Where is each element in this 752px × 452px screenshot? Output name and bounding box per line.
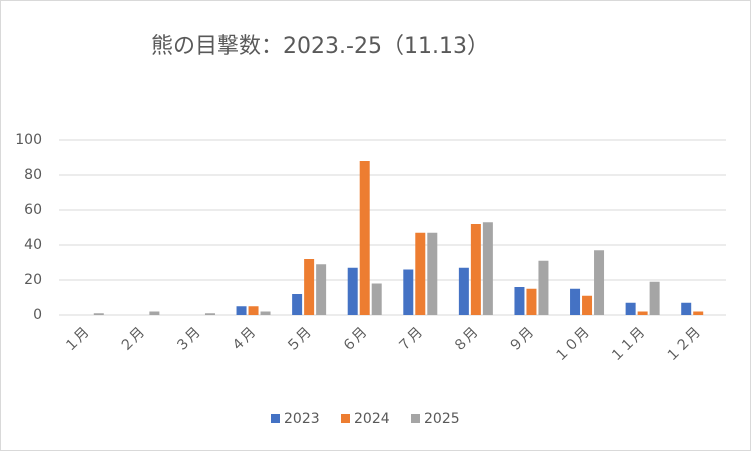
bar (149, 311, 160, 315)
bar (594, 250, 605, 315)
y-tick-label: 0 (33, 307, 42, 323)
bar (204, 313, 215, 315)
bar (93, 313, 104, 315)
bar (458, 267, 469, 315)
legend-label: 2024 (354, 411, 390, 427)
bar (482, 222, 493, 315)
bar (304, 259, 315, 315)
bar (371, 283, 382, 315)
bar (260, 311, 271, 315)
y-tick-label: 80 (24, 167, 42, 183)
bar (514, 287, 525, 315)
legend-swatch (271, 414, 280, 423)
bar (236, 306, 247, 315)
legend-label: 2023 (284, 411, 320, 427)
bar (681, 302, 692, 315)
bar (248, 306, 259, 315)
bar (649, 281, 660, 315)
y-tick-label: 60 (24, 202, 42, 218)
bar (427, 232, 438, 315)
bar (538, 260, 549, 315)
bar (292, 294, 303, 315)
bar (582, 295, 593, 315)
y-tick-label: 100 (15, 132, 42, 148)
legend-label: 2025 (424, 411, 460, 427)
y-tick-label: 20 (24, 272, 42, 288)
bar (625, 302, 636, 315)
bar (403, 269, 414, 315)
legend-swatch (411, 414, 420, 423)
bar (316, 264, 327, 315)
bar (570, 288, 581, 315)
bar (359, 161, 370, 315)
bar (526, 288, 537, 315)
bar (470, 224, 481, 315)
y-tick-label: 40 (24, 237, 42, 253)
legend-swatch (341, 414, 350, 423)
bar (347, 267, 358, 315)
bar (415, 232, 426, 315)
bar (637, 311, 648, 315)
chart-title: 熊の目撃数：2023.-25（11.13） (151, 34, 489, 59)
bar (693, 311, 704, 315)
